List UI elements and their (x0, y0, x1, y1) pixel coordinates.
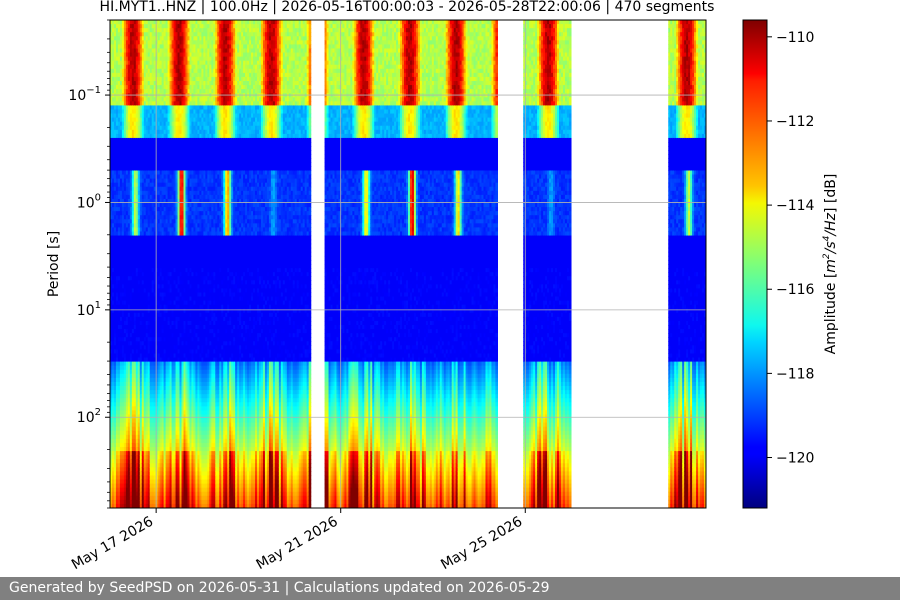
chart-title: HI.MYT1..HNZ | 100.0Hz | 2026-05-16T00:0… (100, 0, 715, 15)
heatmap-image (110, 20, 707, 509)
psd-spectrogram-chart: HI.MYT1..HNZ | 100.0Hz | 2026-05-16T00:0… (0, 0, 900, 577)
